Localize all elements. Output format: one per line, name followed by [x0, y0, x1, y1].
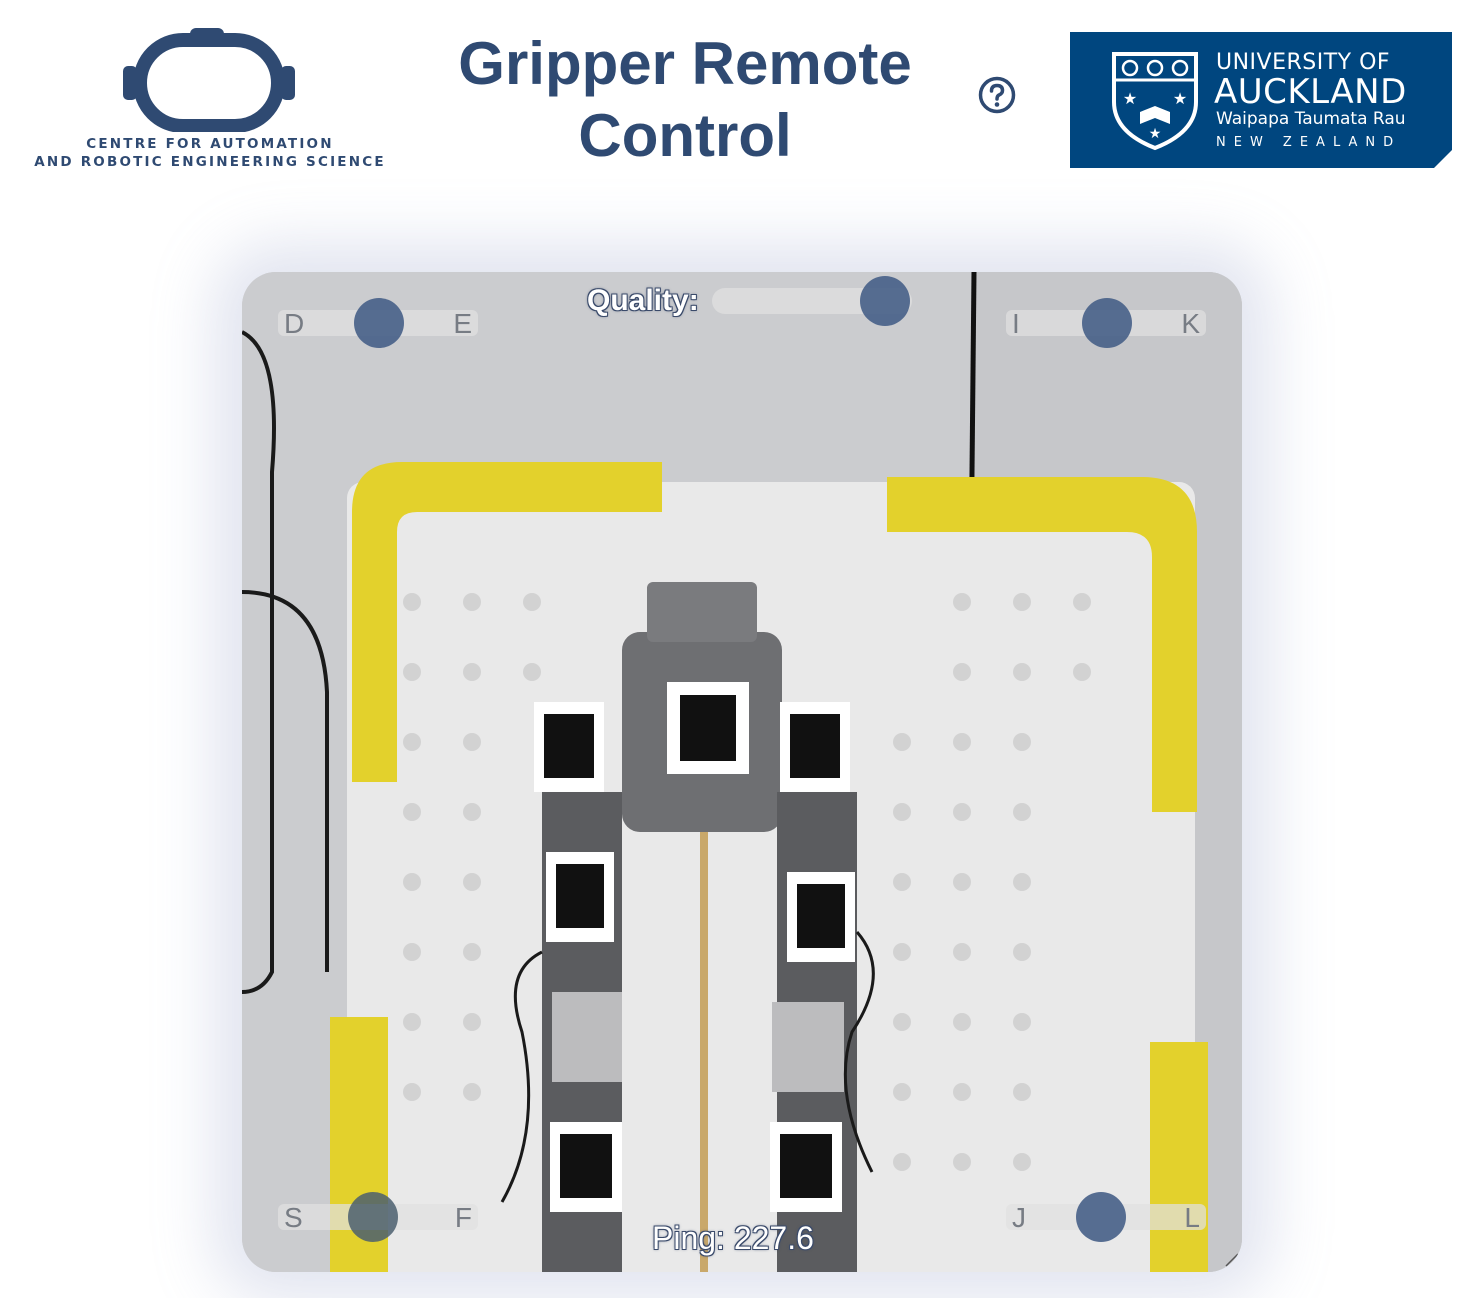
ping-readout: Ping: 227.6 — [652, 1220, 814, 1256]
slider-sf-left-label: S — [284, 1202, 303, 1233]
slider-de-knob[interactable] — [354, 298, 404, 348]
camera-image — [242, 272, 1242, 1272]
uoa-line-4: NEW ZEALAND — [1216, 135, 1402, 150]
title-line-1: Gripper Remote — [458, 30, 912, 97]
slider-jl-right-label: L — [1184, 1202, 1200, 1233]
resize-handle-icon[interactable] — [1224, 1252, 1240, 1268]
slider-ik-knob[interactable] — [1082, 298, 1132, 348]
robot-head-icon — [123, 28, 295, 133]
logo-line-2: AND ROBOTIC ENGINEERING SCIENCE — [34, 154, 386, 170]
slider-jl-left-label: J — [1012, 1202, 1026, 1233]
slider-ik[interactable]: I K — [1006, 298, 1206, 348]
slider-de-right-label: E — [453, 308, 472, 339]
camera-feed: Quality: D E I K S F J L Ping: 227.6 — [242, 272, 1242, 1272]
question-circle-icon — [978, 76, 1016, 114]
slider-sf-knob[interactable] — [348, 1192, 398, 1242]
quality-slider[interactable] — [712, 276, 912, 326]
svg-text:★: ★ — [1123, 89, 1137, 108]
uoa-line-2: AUCKLAND — [1214, 72, 1407, 112]
slider-sf[interactable]: S F — [278, 1192, 478, 1242]
slider-de[interactable]: D E — [278, 298, 478, 348]
page-title: Gripper Remote Control — [420, 28, 950, 172]
slider-ik-right-label: K — [1181, 308, 1200, 339]
page-header: CENTRE FOR AUTOMATION AND ROBOTIC ENGINE… — [0, 0, 1479, 200]
slider-jl-knob[interactable] — [1076, 1192, 1126, 1242]
title-line-2: Control — [578, 102, 792, 169]
cares-logo: CENTRE FOR AUTOMATION AND ROBOTIC ENGINE… — [20, 22, 400, 182]
slider-sf-right-label: F — [454, 1202, 472, 1233]
uoa-line-3: Waipapa Taumata Rau — [1216, 109, 1406, 129]
logo-line-1: CENTRE FOR AUTOMATION — [86, 136, 334, 152]
slider-de-left-label: D — [284, 308, 305, 339]
slider-jl[interactable]: J L — [1006, 1192, 1206, 1242]
quality-label: Quality: — [587, 284, 699, 317]
university-logo: ★ ★ ★ UNIVERSITY OF AUCKLAND Waipapa Tau… — [1070, 32, 1452, 168]
svg-text:★: ★ — [1173, 89, 1187, 108]
uoa-line-1: UNIVERSITY OF — [1216, 50, 1391, 75]
help-button[interactable] — [978, 76, 1016, 114]
slider-ik-left-label: I — [1012, 308, 1020, 339]
svg-text:★: ★ — [1149, 126, 1162, 142]
quality-slider-knob[interactable] — [860, 276, 910, 326]
